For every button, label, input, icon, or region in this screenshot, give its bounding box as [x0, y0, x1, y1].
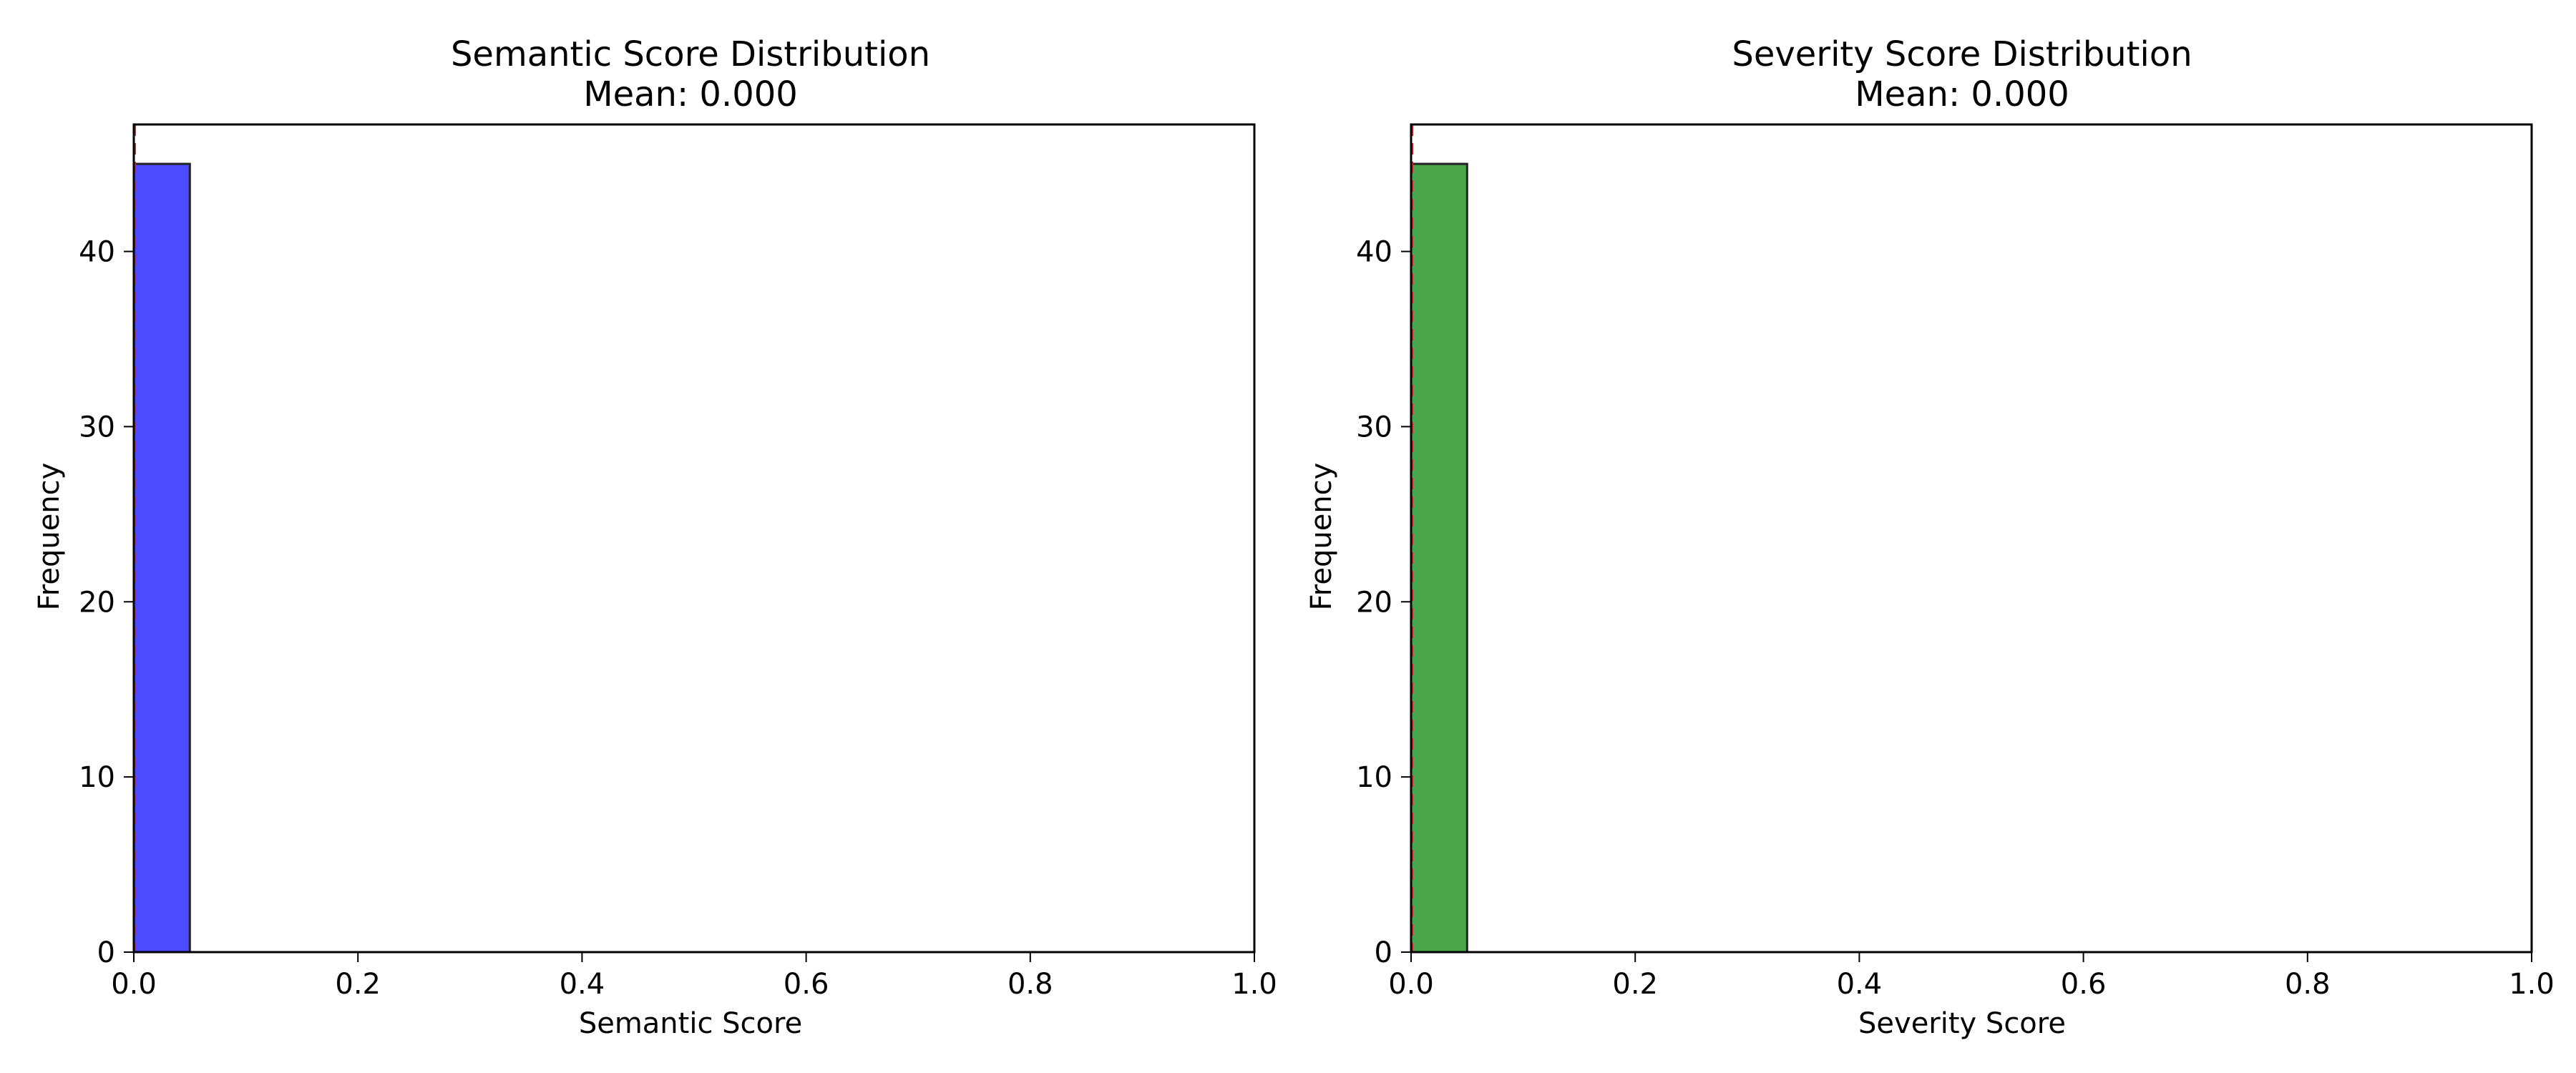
y-axis-label: Frequency: [33, 463, 66, 611]
x-tick-label: 1.0: [1231, 968, 1277, 1001]
y-tick-label: 10: [1356, 761, 1392, 794]
y-tick-label: 40: [79, 236, 115, 269]
x-tick-label: 0.2: [335, 968, 381, 1001]
y-tick-label: 20: [1356, 586, 1392, 619]
chart-subtitle: Mean: 0.000: [583, 74, 798, 114]
y-tick-label: 40: [1356, 236, 1392, 269]
plot-frame: [1410, 123, 2533, 954]
x-axis-ticks: 0.0 0.2 0.4 0.6 0.8 1.0: [1388, 952, 2555, 1001]
x-tick-label: 0.6: [2061, 968, 2107, 1001]
x-tick-label: 0.4: [560, 968, 605, 1001]
y-tick-label: 0: [1375, 936, 1392, 969]
y-tick-label: 10: [79, 761, 115, 794]
y-axis-ticks: 0 10 20 30 40: [1356, 236, 1411, 969]
x-tick-label: 0.2: [1612, 968, 1658, 1001]
severity-score-chart: Severity Score Distribution Mean: 0.000 …: [1305, 34, 2555, 1040]
x-tick-label: 0.6: [784, 968, 829, 1001]
chart-subtitle: Mean: 0.000: [1855, 74, 2069, 114]
x-axis-label: Severity Score: [1858, 1007, 2066, 1040]
x-tick-label: 0.8: [1008, 968, 1053, 1001]
histogram-bars: [1410, 162, 1468, 954]
x-tick-label: 0.8: [2285, 968, 2331, 1001]
x-axis-label: Semantic Score: [579, 1007, 802, 1040]
chart-title: Severity Score Distribution: [1732, 34, 2192, 74]
x-tick-label: 1.0: [2509, 968, 2555, 1001]
y-tick-label: 30: [1356, 411, 1392, 444]
x-axis-ticks: 0.0 0.2 0.4 0.6 0.8 1.0: [111, 952, 1277, 1001]
chart-title: Semantic Score Distribution: [451, 34, 930, 74]
y-tick-label: 0: [97, 936, 115, 969]
x-tick-label: 0.4: [1837, 968, 1883, 1001]
y-axis-label: Frequency: [1305, 463, 1338, 611]
histogram-bar: [132, 162, 191, 954]
histogram-bars: [132, 162, 191, 954]
plot-frame: [132, 123, 1256, 954]
histogram-bar: [1410, 162, 1468, 954]
y-axis-ticks: 0 10 20 30 40: [79, 236, 134, 969]
x-tick-label: 0.0: [111, 968, 157, 1001]
y-tick-label: 20: [79, 586, 115, 619]
y-tick-label: 30: [79, 411, 115, 444]
x-tick-label: 0.0: [1388, 968, 1434, 1001]
semantic-score-chart: Semantic Score Distribution Mean: 0.000 …: [33, 34, 1277, 1040]
